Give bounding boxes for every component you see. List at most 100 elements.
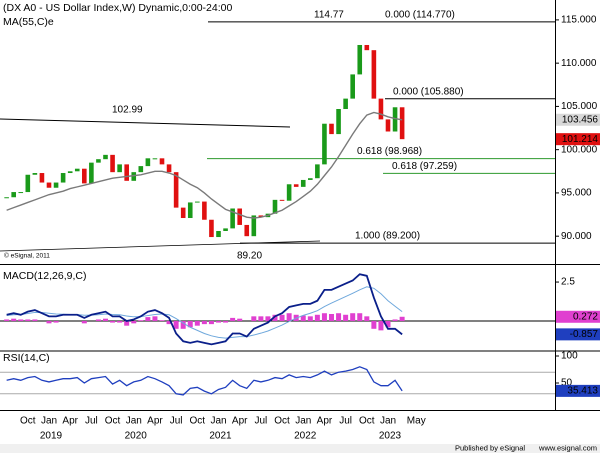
x-tick-label: Jul xyxy=(339,416,352,427)
value-badge xyxy=(556,384,600,397)
x-tick-label: Apr xyxy=(317,416,333,427)
value-badge xyxy=(556,328,600,341)
macd-line xyxy=(6,273,403,346)
chart-title: (DX A0 - US Dollar Index,W) Dynamic,0:00… xyxy=(3,2,232,14)
candle xyxy=(60,173,66,183)
macd-title: MACD(12,26,9,C) xyxy=(3,270,86,282)
y-tick-label: 2.5 xyxy=(561,277,575,288)
credit: © eSignal, 2011 xyxy=(4,252,50,260)
value-badge-label: 101.214 xyxy=(562,134,599,145)
y-tick-label: 105.000 xyxy=(561,101,598,112)
histogram-bar xyxy=(300,315,306,322)
candle xyxy=(385,119,391,132)
candle xyxy=(25,174,31,193)
x-tick-label: Jan xyxy=(126,416,142,427)
candle xyxy=(11,192,16,198)
value-badge-label: 35.413 xyxy=(567,386,598,397)
candle xyxy=(110,154,115,173)
histogram-bar xyxy=(364,316,370,322)
histogram-bar xyxy=(237,318,243,322)
histogram-bar xyxy=(208,321,214,325)
x-tick-label: Jan xyxy=(380,416,396,427)
candle xyxy=(166,164,172,173)
candle xyxy=(46,182,52,188)
publisher: Published by eSignal xyxy=(455,443,525,452)
histogram-bar xyxy=(265,316,271,322)
trend-line xyxy=(0,118,291,128)
histogram-bar xyxy=(138,320,144,322)
x-tick-label: Apr xyxy=(62,416,78,427)
candle xyxy=(279,199,285,201)
histogram-bar xyxy=(187,321,193,328)
candle xyxy=(209,219,214,238)
histogram-bar xyxy=(216,321,221,323)
histogram-bar xyxy=(110,321,116,323)
footer-band xyxy=(0,444,600,453)
histogram-bar xyxy=(223,321,229,323)
candle xyxy=(187,202,193,219)
candle xyxy=(237,208,242,225)
candle xyxy=(293,184,299,187)
histogram-bar xyxy=(95,319,101,322)
candle xyxy=(308,178,313,180)
annotation: 89.20 xyxy=(237,251,262,262)
histogram-bar xyxy=(378,321,384,331)
ma-label: MA(55,C)e xyxy=(3,16,54,28)
year-label: 2019 xyxy=(40,431,63,442)
value-badge-label: -0.857 xyxy=(570,329,599,340)
histogram-bar xyxy=(201,321,207,325)
histogram-bar xyxy=(272,314,278,322)
x-tick-label: Oct xyxy=(20,416,36,427)
candle xyxy=(96,159,101,163)
x-tick-label: Jul xyxy=(170,416,183,427)
histogram-bar xyxy=(385,321,391,328)
histogram-bar xyxy=(321,313,327,322)
value-badge-label: 0.272 xyxy=(573,311,598,322)
y-tick-label: 100 xyxy=(561,351,578,362)
histogram-bar xyxy=(194,321,200,326)
histogram-bar xyxy=(180,321,186,329)
histogram-bar xyxy=(279,314,285,322)
histogram-bar xyxy=(307,316,313,322)
y-tick-label: 110.000 xyxy=(561,58,597,69)
year-label: 2021 xyxy=(209,431,232,442)
histogram-bar xyxy=(103,318,108,322)
histogram-bar xyxy=(166,321,172,325)
candle xyxy=(258,215,264,218)
histogram-bar xyxy=(343,314,349,322)
candle xyxy=(286,184,292,201)
candle xyxy=(124,164,129,181)
candle xyxy=(152,158,158,160)
candle xyxy=(145,158,151,167)
x-tick-label: Jul xyxy=(85,416,98,427)
histogram-bar xyxy=(124,321,130,326)
histogram-bar xyxy=(11,318,17,322)
histogram-bar xyxy=(131,321,137,324)
candle xyxy=(378,98,384,120)
year-label: 2023 xyxy=(379,431,402,442)
candle xyxy=(53,182,59,188)
histogram-bar xyxy=(18,319,24,322)
histogram-bar xyxy=(81,321,87,324)
x-tick-label: May xyxy=(407,416,426,427)
year-label: 2020 xyxy=(125,431,148,442)
candle xyxy=(18,192,24,194)
x-tick-label: Oct xyxy=(190,416,206,427)
level-label: 0.618 (98.968) xyxy=(357,146,422,157)
y-tick-label: 115.000 xyxy=(561,15,597,26)
histogram-bar xyxy=(336,313,342,322)
rsi-title: RSI(14,C) xyxy=(3,352,50,364)
histogram-bar xyxy=(286,313,292,322)
rsi-line xyxy=(6,366,403,396)
candle xyxy=(392,107,398,132)
candle xyxy=(350,74,355,99)
y-tick-label: 95.000 xyxy=(561,188,592,199)
x-tick-label: Jul xyxy=(254,416,267,427)
candle xyxy=(300,179,306,187)
candle xyxy=(315,164,320,179)
histogram-bar xyxy=(371,321,377,329)
x-tick-label: Jan xyxy=(41,416,57,427)
level-label: 0.618 (97.259) xyxy=(392,161,457,172)
